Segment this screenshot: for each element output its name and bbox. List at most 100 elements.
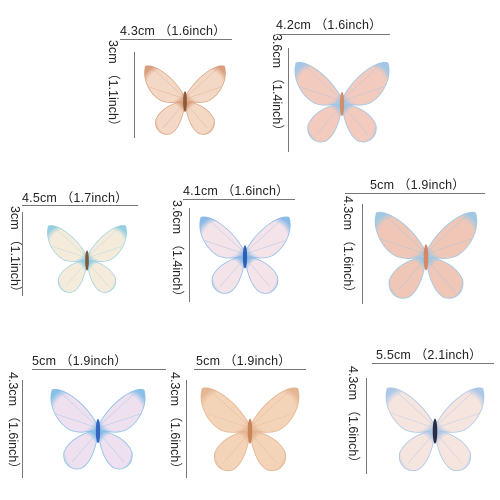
butterfly-image <box>199 216 291 294</box>
upper-right-wing <box>341 61 390 106</box>
lower-right-wing <box>341 102 377 143</box>
width-dimension-line <box>345 193 485 194</box>
butterfly-body <box>432 418 438 444</box>
height-label: 4.3cm （1.6inch） <box>346 366 360 469</box>
width-label: 4.1cm （1.6inch） <box>183 184 289 198</box>
wing-vein <box>315 104 343 136</box>
lower-right-wing <box>86 259 117 293</box>
butterfly-body <box>339 92 345 116</box>
lower-right-wing <box>249 429 286 472</box>
width-label: 5cm （1.9inch） <box>196 354 291 368</box>
wing-vein <box>341 66 379 101</box>
height-label: 4.3cm （1.6inch） <box>168 372 182 475</box>
width-dimension-line <box>183 199 295 200</box>
width-dimension-line <box>32 369 166 370</box>
wing-vein <box>61 393 99 428</box>
height-dimension-line <box>189 208 190 302</box>
wing-vein <box>386 217 427 254</box>
wing-vein <box>244 240 286 255</box>
wing-vein <box>425 217 466 254</box>
lower-left-wing <box>214 429 251 472</box>
width-dimension-line <box>372 363 494 364</box>
upper-left-wing <box>374 211 427 259</box>
lower-left-wing <box>307 102 343 143</box>
height-dimension-line <box>134 52 135 138</box>
wing-vein <box>397 392 436 428</box>
upper-right-wing <box>249 387 300 433</box>
lower-left-wing <box>63 429 99 470</box>
wing-vein <box>299 86 343 102</box>
width-label: 5cm （1.9inch） <box>32 354 127 368</box>
upper-right-wing <box>86 225 127 262</box>
width-dimension-line <box>22 205 138 206</box>
upper-left-wing <box>47 225 88 262</box>
wing-vein <box>222 431 251 464</box>
lower-left-wing <box>399 429 436 472</box>
upper-right-wing <box>97 388 146 433</box>
wing-vein <box>206 413 251 429</box>
wing-vein <box>51 246 88 259</box>
wing-vein <box>184 86 222 100</box>
wing-vein <box>244 257 271 287</box>
wing-vein <box>162 102 186 129</box>
wing-vein <box>153 69 186 99</box>
wing-vein <box>65 261 88 287</box>
wing-vein <box>249 431 278 464</box>
wing-vein <box>148 86 186 100</box>
wing-vein <box>249 392 288 428</box>
butterfly-body <box>423 244 429 271</box>
wing-vein <box>86 229 118 258</box>
height-label: 3.6cm （1.4inch） <box>170 200 184 303</box>
wing-vein <box>341 86 385 102</box>
butterfly-body <box>242 245 248 269</box>
butterfly-image <box>50 388 146 470</box>
wing-vein <box>434 413 479 429</box>
upper-right-wing <box>434 387 485 433</box>
height-dimension-line <box>186 380 187 478</box>
wing-vein <box>244 221 280 254</box>
wing-vein <box>434 392 473 428</box>
upper-right-wing <box>244 216 291 259</box>
height-label: 3cm （1.1inch） <box>8 206 22 299</box>
wing-vein <box>425 238 472 255</box>
lower-left-wing <box>211 255 246 294</box>
butterfly-image <box>385 387 485 472</box>
wing-vein <box>341 104 369 136</box>
lower-right-wing <box>244 255 279 294</box>
width-label: 4.3cm （1.6inch） <box>120 24 226 38</box>
wing-vein <box>97 413 141 429</box>
wing-vein <box>397 258 427 291</box>
upper-left-wing <box>199 216 246 259</box>
butterfly-image <box>200 387 300 472</box>
lower-left-wing <box>155 100 186 135</box>
lower-right-wing <box>184 100 215 135</box>
butterfly-body <box>95 419 101 443</box>
lower-right-wing <box>434 429 471 472</box>
wing-vein <box>391 413 436 429</box>
width-label: 5cm （1.9inch） <box>370 178 465 192</box>
upper-left-wing <box>200 387 251 433</box>
upper-left-wing <box>50 388 99 433</box>
height-label: 3cm （1.1inch） <box>106 40 120 133</box>
wing-vein <box>86 246 123 259</box>
wing-vein <box>249 413 294 429</box>
wing-vein <box>204 240 246 255</box>
width-label: 5.5cm （2.1inch） <box>376 348 482 362</box>
wing-vein <box>71 431 99 463</box>
wing-vein <box>380 238 427 255</box>
lower-left-wing <box>57 259 88 293</box>
wing-vein <box>56 229 88 258</box>
butterfly-image <box>294 61 390 143</box>
wing-vein <box>97 431 125 463</box>
wing-vein <box>86 261 109 287</box>
butterfly-body <box>183 91 187 112</box>
wing-vein <box>407 431 436 464</box>
height-dimension-line <box>22 380 23 478</box>
upper-right-wing <box>184 65 226 103</box>
wing-vein <box>425 258 455 291</box>
wing-vein <box>210 221 246 254</box>
wing-vein <box>55 413 99 429</box>
width-dimension-line <box>194 369 306 370</box>
upper-right-wing <box>425 211 478 259</box>
butterfly-body <box>247 418 253 444</box>
